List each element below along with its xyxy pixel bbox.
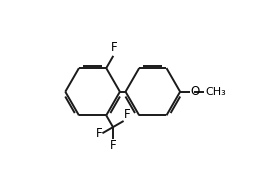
Text: CH₃: CH₃ — [205, 87, 226, 97]
Text: F: F — [124, 108, 130, 121]
Text: O: O — [191, 85, 200, 98]
Text: F: F — [111, 41, 118, 54]
Text: F: F — [110, 139, 116, 152]
Text: F: F — [96, 127, 102, 140]
